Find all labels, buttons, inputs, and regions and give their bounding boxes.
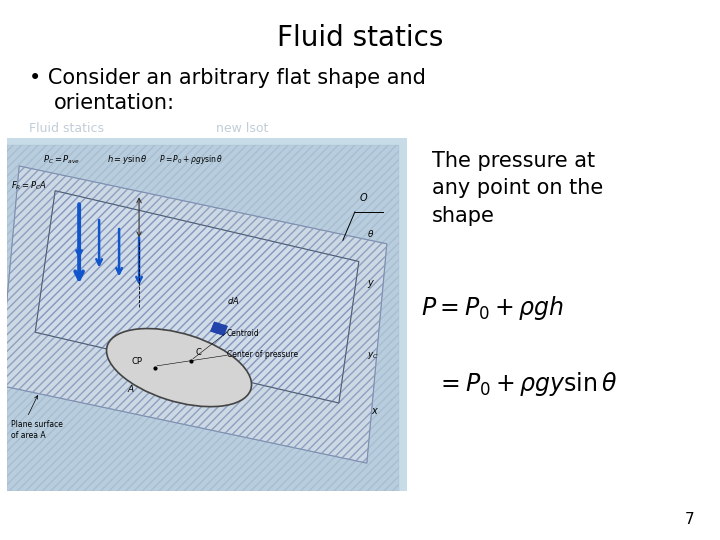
Text: $y$: $y$ [366, 278, 375, 291]
Text: $= P_0 + \rho gy\sin\theta$: $= P_0 + \rho gy\sin\theta$ [436, 370, 617, 398]
Text: $y_C$: $y_C$ [366, 350, 379, 361]
Text: Fluid statics: Fluid statics [276, 24, 444, 52]
Text: Fluid statics: Fluid statics [29, 122, 104, 135]
Text: $F_R=P_CA$: $F_R=P_CA$ [12, 180, 48, 192]
Text: CP: CP [131, 357, 142, 366]
Text: 7: 7 [685, 511, 695, 526]
Text: $\theta$: $\theta$ [366, 228, 374, 239]
Text: $P=P_0+\rho gy\sin\theta$: $P=P_0+\rho gy\sin\theta$ [159, 153, 223, 166]
Bar [210, 322, 228, 335]
Polygon shape [0, 166, 387, 463]
Text: $A$: $A$ [127, 383, 135, 394]
Text: $O$: $O$ [359, 191, 368, 204]
Text: • Consider an arbitrary flat shape and: • Consider an arbitrary flat shape and [29, 68, 426, 87]
Polygon shape [7, 145, 399, 491]
Text: C: C [195, 348, 201, 357]
Text: $x$: $x$ [371, 406, 379, 416]
Text: $dA$: $dA$ [227, 295, 240, 306]
Text: new lsot: new lsot [216, 122, 269, 135]
Ellipse shape [107, 328, 251, 407]
Text: $P_C=P_{ave}$: $P_C=P_{ave}$ [43, 153, 81, 166]
Text: $h=y\sin\theta$: $h=y\sin\theta$ [107, 153, 148, 166]
Text: The pressure at
any point on the
shape: The pressure at any point on the shape [432, 151, 603, 226]
Text: Center of pressure: Center of pressure [227, 350, 298, 359]
Text: Plane surface
of area A: Plane surface of area A [12, 420, 63, 440]
Polygon shape [35, 191, 359, 403]
Text: orientation:: orientation: [54, 93, 175, 113]
Text: Centroid: Centroid [227, 329, 260, 338]
Bar [7, 138, 407, 491]
Text: $P = P_0 + \rho gh$: $P = P_0 + \rho gh$ [421, 294, 564, 322]
